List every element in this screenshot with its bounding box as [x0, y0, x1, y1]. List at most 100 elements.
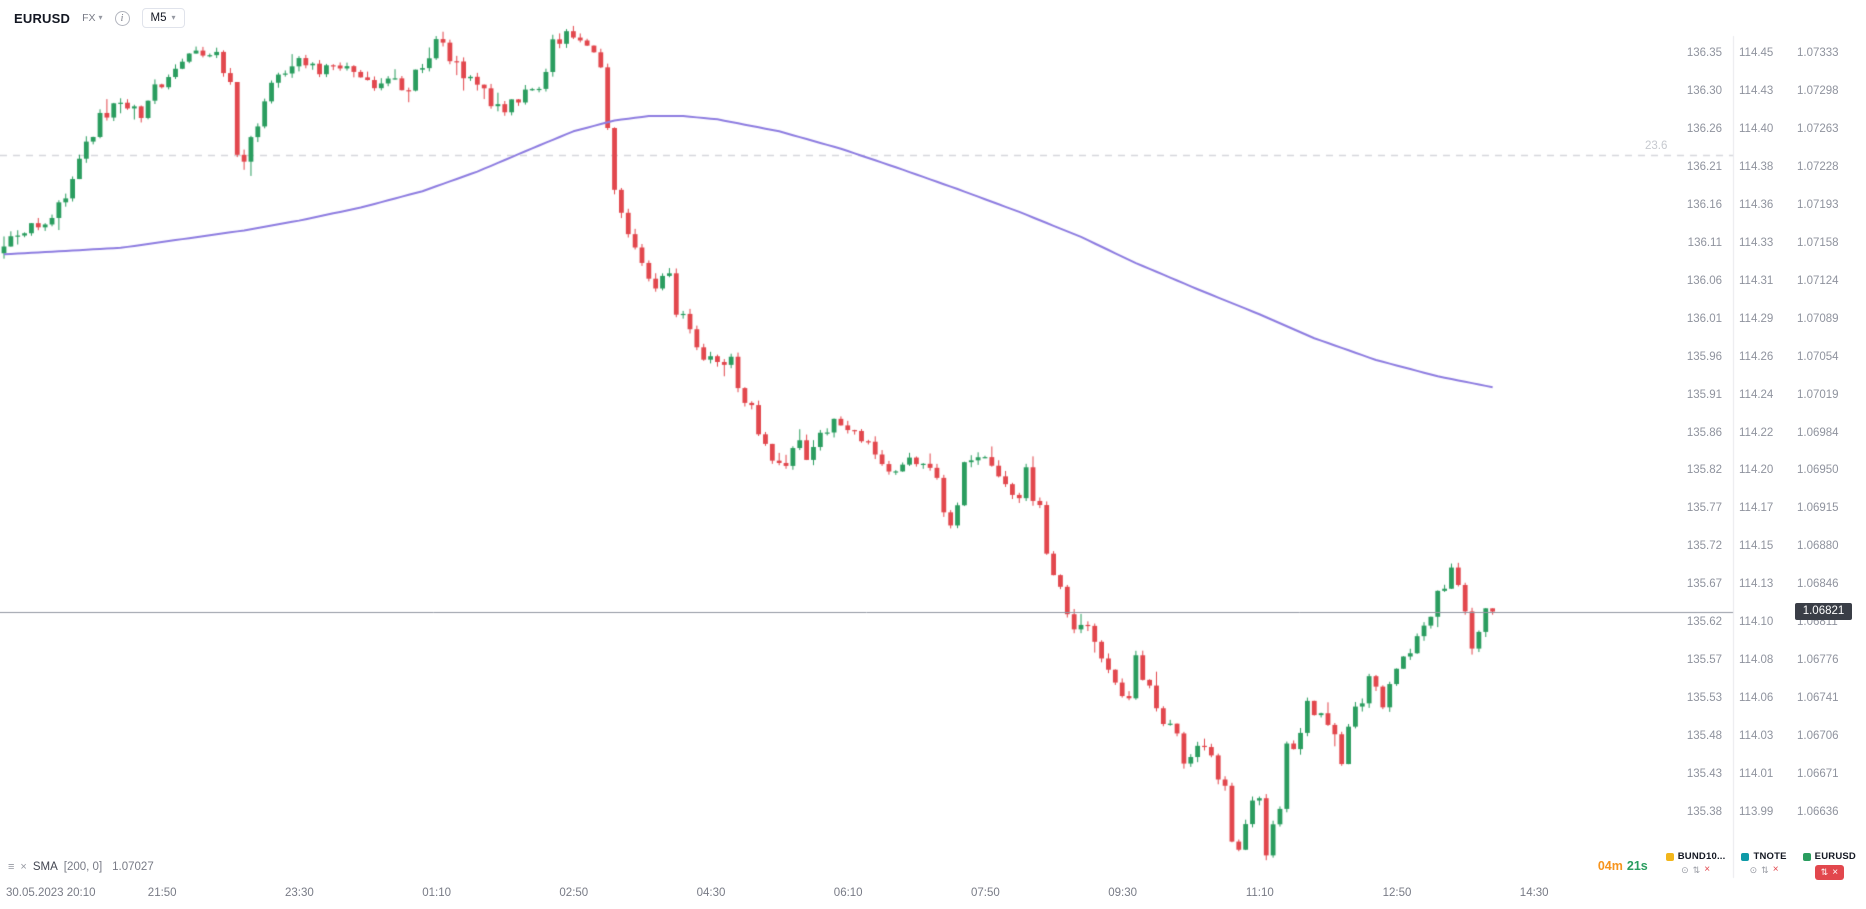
bund-price-label: 136.35	[1686, 47, 1722, 59]
tnote-price-label: 114.20	[1739, 464, 1774, 477]
tnote-price-label: 114.26	[1739, 350, 1774, 363]
bund-price-label: 135.82	[1686, 464, 1722, 477]
instrument-close-icon[interactable]: ×	[1704, 864, 1711, 875]
instrument-chip-actions: ⇅ ×	[1814, 865, 1845, 880]
instrument-sort-icon[interactable]: ⇅	[1820, 867, 1829, 877]
price-axis-row: 135.53 114.06 1.06741	[0, 692, 1866, 706]
instrument-chip-header: EURUSD	[1802, 851, 1856, 862]
bund-price-label: 135.57	[1686, 654, 1722, 667]
bund-price-label: 136.26	[1686, 122, 1722, 135]
instrument-color-swatch	[1741, 852, 1750, 861]
price-axis-row: 135.43 114.01 1.06671	[0, 768, 1866, 782]
current-price-badge: 1.06821	[1795, 603, 1852, 621]
bund-price-label: 135.48	[1686, 730, 1722, 743]
bund-price-label: 135.96	[1686, 350, 1722, 363]
instrument-close-icon[interactable]: ×	[1772, 864, 1779, 875]
tnote-price-label: 114.33	[1739, 236, 1774, 249]
bund-price-label: 135.53	[1686, 692, 1722, 705]
price-axis-row: 135.96 114.26 1.07054	[0, 351, 1866, 365]
indicator-close-icon[interactable]: ×	[20, 860, 27, 873]
bund-price-label: 135.38	[1686, 806, 1722, 818]
price-axis-row: 136.01 114.29 1.07089	[0, 313, 1866, 327]
eurusd-price-label: 1.07298	[1797, 84, 1839, 97]
tnote-price-label: 114.01	[1739, 768, 1774, 781]
price-axis-row: 136.30 114.43 1.07298	[0, 85, 1866, 99]
instrument-name-label: TNOTE	[1753, 851, 1787, 862]
countdown-minutes: 04m	[1597, 858, 1623, 873]
chevron-down-icon: ▾	[171, 13, 176, 22]
bund-price-label: 136.16	[1686, 198, 1722, 211]
indicator-menu-icon[interactable]: ≡	[8, 860, 15, 873]
tnote-price-label: 114.38	[1739, 160, 1774, 173]
bund-price-label: 136.01	[1686, 312, 1722, 325]
eurusd-price-label: 1.06984	[1797, 426, 1839, 439]
price-axis-row: 135.57 114.08 1.06776	[0, 654, 1866, 668]
eurusd-price-label: 1.06741	[1797, 692, 1839, 705]
bund-price-label: 136.30	[1686, 84, 1722, 97]
time-axis-label: 06:10	[833, 887, 863, 899]
candle-countdown: 04m 21s	[1598, 859, 1648, 873]
bund-price-label: 135.86	[1686, 426, 1722, 439]
fib-level-label: 23.6	[1645, 139, 1668, 152]
tnote-price-label: 114.43	[1739, 84, 1774, 97]
instrument-chip-actions: ⊙ ⇅ ×	[1750, 865, 1779, 875]
eurusd-price-label: 1.07158	[1797, 236, 1839, 249]
bund-price-label: 135.43	[1686, 768, 1722, 781]
time-axis-label: 30.05.2023 20:10	[6, 887, 96, 899]
price-axis-row: 135.91 114.24 1.07019	[0, 389, 1866, 403]
tnote-price-label: 114.29	[1739, 312, 1774, 325]
instrument-chips: BUND10... ⊙ ⇅ × TNOTE ⊙ ⇅ × EURUSD ⇅ ×	[1665, 851, 1856, 880]
eurusd-price-label: 1.06846	[1797, 578, 1839, 591]
eurusd-price-label: 1.07228	[1797, 160, 1839, 173]
indicator-legend: ≡ × SMA [200, 0] 1.07027	[8, 861, 154, 873]
indicator-name: SMA	[32, 861, 58, 873]
info-icon[interactable]: i	[114, 10, 130, 26]
time-axis-label: 01:10	[422, 887, 451, 899]
price-axis-row: 136.21 114.38 1.07228	[0, 161, 1866, 175]
time-axis-label: 02:50	[559, 887, 589, 899]
instrument-visibility-icon[interactable]: ⊙	[1681, 864, 1689, 875]
bund-price-label: 136.21	[1686, 160, 1722, 173]
eurusd-price-label: 1.07089	[1797, 312, 1839, 325]
bund-price-label: 135.72	[1686, 540, 1722, 553]
market-selector[interactable]: FX ▾	[82, 12, 102, 24]
eurusd-price-label: 1.06636	[1797, 806, 1839, 818]
instrument-close-icon[interactable]: ×	[1832, 866, 1839, 878]
price-axis-row: 135.62 114.10 1.06811	[0, 616, 1866, 630]
market-label: FX	[82, 12, 96, 24]
instrument-chip-bund10[interactable]: BUND10... ⊙ ⇅ ×	[1665, 851, 1726, 875]
instrument-chip-header: BUND10...	[1665, 851, 1726, 862]
eurusd-price-label: 1.07124	[1797, 274, 1839, 287]
time-axis-label: 04:30	[696, 887, 726, 899]
time-axis-label: 07:50	[971, 887, 1000, 899]
instrument-visibility-icon[interactable]: ⊙	[1749, 864, 1758, 875]
instrument-chip-tnote[interactable]: TNOTE ⊙ ⇅ ×	[1741, 851, 1786, 875]
instrument-chip-eurusd[interactable]: EURUSD ⇅ ×	[1802, 851, 1856, 880]
instrument-sort-icon[interactable]: ⇅	[1761, 864, 1769, 875]
eurusd-price-label: 1.06706	[1797, 730, 1839, 743]
tnote-price-label: 114.22	[1739, 426, 1774, 439]
instrument-chip-actions: ⊙ ⇅ ×	[1681, 865, 1710, 875]
bottom-right-panel: 04m 21s BUND10... ⊙ ⇅ × TNOTE ⊙ ⇅ × EURUSD ⇅ ×	[1598, 851, 1856, 880]
tnote-price-label: 114.24	[1739, 388, 1774, 401]
instrument-sort-icon[interactable]: ⇅	[1692, 864, 1701, 875]
tnote-price-label: 114.40	[1739, 122, 1774, 135]
bund-price-label: 135.67	[1686, 578, 1722, 591]
bund-price-label: 136.06	[1686, 274, 1722, 287]
time-axis-label: 21:50	[147, 887, 177, 899]
price-axis-row: 135.82 114.20 1.06950	[0, 464, 1866, 478]
eurusd-price-label: 1.07193	[1797, 198, 1839, 211]
price-axis-row: 136.11 114.33 1.07158	[0, 237, 1866, 251]
tnote-price-label: 114.36	[1739, 198, 1774, 211]
eurusd-price-label: 1.06950	[1797, 464, 1839, 477]
time-axis[interactable]: 30.05.2023 20:10 21:50 23:30 01:10 02:50 04:3…	[0, 880, 1866, 909]
symbol-label[interactable]: EURUSD	[14, 10, 71, 26]
bund-price-label: 135.62	[1686, 616, 1722, 629]
eurusd-price-label: 1.07019	[1797, 388, 1839, 401]
indicator-params: [200, 0]	[63, 861, 103, 873]
timeframe-button[interactable]: M5 ▾	[141, 8, 185, 28]
countdown-seconds: 21s	[1626, 858, 1648, 873]
eurusd-price-label: 1.07054	[1797, 350, 1839, 363]
